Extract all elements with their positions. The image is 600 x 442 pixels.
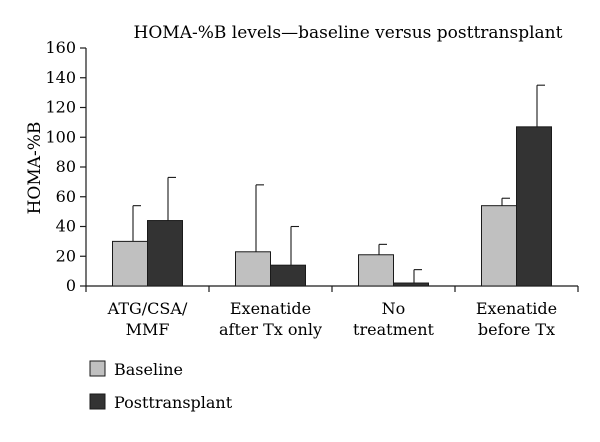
legend: Baseline Posttransplant bbox=[89, 360, 233, 412]
y-tick-label: 40 bbox=[56, 217, 76, 236]
bar-baseline bbox=[358, 254, 394, 287]
x-category-label-line: Exenatide bbox=[230, 299, 311, 318]
y-tick-label: 60 bbox=[56, 187, 76, 206]
bar-posttransplant bbox=[393, 282, 429, 287]
bar-baseline bbox=[481, 205, 517, 287]
bar-posttransplant bbox=[147, 220, 183, 287]
legend-label: Posttransplant bbox=[114, 393, 233, 412]
plot-area: 0 20 40 60 80 100 120 140 160 ATG/CSA/MMF Exenatid… bbox=[45, 38, 579, 339]
x-category-label-line: ATG/CSA/ bbox=[107, 299, 188, 318]
x-category-label-line: Exenatide bbox=[476, 299, 557, 318]
bar-posttransplant bbox=[516, 126, 552, 287]
y-tick-label: 160 bbox=[45, 38, 76, 57]
x-category-label-line: No bbox=[382, 299, 406, 318]
chart-title: HOMA-%B levels—baseline versus posttrans… bbox=[134, 23, 563, 43]
bar-baseline bbox=[235, 251, 271, 287]
x-category-label: No treatment bbox=[353, 299, 434, 339]
x-category-label-line: before Tx bbox=[478, 320, 555, 339]
legend-swatch bbox=[89, 360, 106, 377]
y-axis-label: HOMA-%B bbox=[25, 122, 45, 215]
y-tick-label: 0 bbox=[66, 276, 76, 295]
bar-posttransplant bbox=[270, 264, 306, 287]
x-category-label: ATG/CSA/MMF bbox=[107, 299, 188, 339]
legend-label: Baseline bbox=[114, 360, 183, 379]
y-tick-label: 80 bbox=[56, 157, 76, 176]
x-category-label: Exenatide before Tx bbox=[476, 299, 557, 339]
y-tick-label: 100 bbox=[45, 127, 76, 146]
y-tick-label: 140 bbox=[45, 68, 76, 87]
x-category-label-line: after Tx only bbox=[219, 320, 322, 339]
y-tick-label: 20 bbox=[56, 246, 76, 265]
legend-swatch bbox=[89, 393, 106, 410]
y-tick-label: 120 bbox=[45, 98, 76, 117]
x-category-label-line: MMF bbox=[126, 320, 170, 339]
x-category-label-line: treatment bbox=[353, 320, 434, 339]
x-category-label: Exenatide after Tx only bbox=[219, 299, 322, 339]
bar-baseline bbox=[112, 240, 148, 287]
